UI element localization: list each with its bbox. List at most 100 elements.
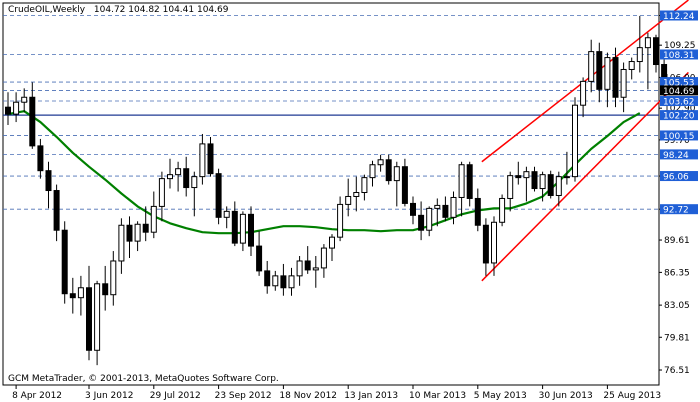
candle-51 [418,201,425,241]
moving-average [7,110,641,235]
level-tag-bg [660,204,698,215]
candle-77 [628,57,635,80]
x-tick-label-0: 8 Apr 2012 [12,391,62,401]
level-tag-label: 102.20 [663,112,695,122]
candle-body [207,143,214,175]
candle-67 [547,170,554,199]
candle-body [434,204,441,209]
candle-body [620,68,627,98]
candle-body [150,205,157,233]
x-tick-label-1: 3 Jun 2012 [85,391,133,401]
candle-24 [199,133,206,185]
candle-body [628,61,635,70]
candle-8 [69,277,76,314]
x-tick-label-2: 29 Jul 2012 [150,391,201,401]
candle-29 [239,211,246,252]
candle-7 [61,221,68,304]
candle-body [69,293,76,299]
candle-body [369,164,376,179]
candle-body [572,104,578,178]
candle-body [474,197,481,226]
candle-32 [264,260,271,294]
candle-body [77,287,84,299]
candle-body [466,164,473,199]
x-tick-label-3: 23 Sep 2012 [215,391,272,401]
candle-14 [118,218,125,274]
candle-body [320,247,327,269]
candle-body [199,143,206,178]
channel-line-1 [481,71,689,282]
candle-30 [248,206,254,257]
candle-body [353,192,360,197]
candle-31 [256,231,263,276]
candle-58 [474,188,481,232]
level-tag-7: 98.24 [660,149,698,161]
plot-frame [2,2,660,386]
candle-34 [280,263,287,296]
y-tick-label-7: 89.61 [664,236,690,246]
candle-body [612,57,619,98]
candle-15 [126,216,133,258]
candle-56 [458,161,465,217]
candle-3 [29,82,36,149]
candle-71 [580,77,587,118]
candle-body [239,213,246,244]
candle-body [110,260,117,296]
candle-62 [507,171,514,212]
candle-body [636,47,643,63]
level-tag-1: 108.31 [660,49,698,61]
candle-body [644,37,651,49]
candle-19 [158,171,165,222]
candle-73 [596,42,603,103]
y-tick-label-1: 109.25 [664,41,696,51]
level-tag-label: 92.72 [663,206,689,216]
candle-70 [572,97,578,182]
candle-body [272,275,279,287]
candle-55 [450,191,457,225]
candle-body [547,174,554,196]
candle-28 [231,201,238,247]
candle-1 [13,92,20,123]
candle-9 [77,275,84,316]
level-tag-0: 112.24 [660,10,698,22]
candle-42 [345,178,352,217]
candle-body [450,196,457,218]
candle-41 [337,196,344,242]
level-tag-bg [660,149,698,160]
candle-64 [523,166,530,202]
candle-body [426,207,433,231]
candle-63 [515,161,522,185]
candle-17 [142,206,149,242]
candle-5 [45,161,52,209]
level-tag-label: 98.24 [663,151,689,161]
candle-body [37,145,44,172]
candle-body [29,96,36,147]
level-tag-4: 103.62 [660,96,698,108]
candle-65 [531,166,538,192]
candle-body [21,96,28,103]
candle-body [304,260,311,271]
level-tag-bg [660,49,698,60]
candle-12 [102,265,109,311]
level-tag-bg [660,10,698,21]
level-tag-6: 100.15 [660,130,698,142]
x-tick-label-6: 10 Mar 2013 [409,391,466,401]
candle-60 [491,216,497,276]
candle-18 [150,191,157,239]
chart-ohlc: 104.72 104.82 104.41 104.69 [94,5,229,15]
candle-4 [37,138,44,179]
candle-69 [563,151,570,185]
candle-27 [223,206,230,229]
candle-body [361,177,368,194]
candle-body [118,224,125,262]
candle-37 [304,246,311,274]
candle-72 [588,39,595,93]
candle-body [223,210,230,218]
candle-50 [410,196,416,225]
candle-57 [466,161,473,207]
candle-body [329,236,335,249]
candle-0 [5,92,11,126]
candle-body [596,51,603,90]
level-tag-bg [660,110,698,121]
level-tag-3: 104.69 [660,85,698,97]
